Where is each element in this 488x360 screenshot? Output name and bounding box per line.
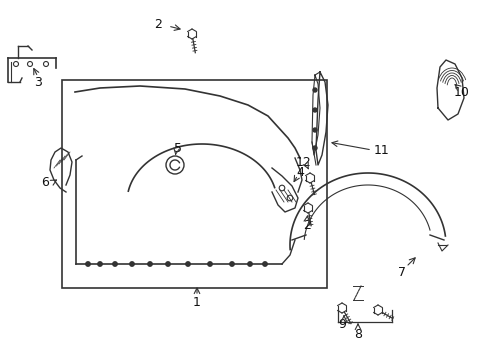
Circle shape <box>247 262 252 266</box>
Circle shape <box>147 262 152 266</box>
Circle shape <box>262 262 266 266</box>
Text: 3: 3 <box>34 76 42 89</box>
Circle shape <box>113 262 117 266</box>
Circle shape <box>312 146 316 150</box>
Text: 6: 6 <box>41 176 49 189</box>
Circle shape <box>312 88 316 92</box>
Circle shape <box>165 262 170 266</box>
Text: 4: 4 <box>295 166 304 179</box>
Text: 8: 8 <box>353 328 361 341</box>
Circle shape <box>85 262 90 266</box>
Text: 5: 5 <box>174 141 182 154</box>
Text: 2: 2 <box>303 219 310 231</box>
Text: 9: 9 <box>337 318 345 330</box>
Text: 12: 12 <box>296 156 311 168</box>
Text: 10: 10 <box>453 86 469 99</box>
Circle shape <box>98 262 102 266</box>
Circle shape <box>229 262 234 266</box>
Text: 1: 1 <box>193 296 201 309</box>
Text: 7: 7 <box>397 266 405 279</box>
Circle shape <box>207 262 212 266</box>
Bar <box>62 80 326 288</box>
Circle shape <box>312 108 316 112</box>
Circle shape <box>129 262 134 266</box>
Circle shape <box>185 262 190 266</box>
Text: 11: 11 <box>373 144 389 157</box>
Circle shape <box>312 128 316 132</box>
Text: 2: 2 <box>154 18 162 31</box>
